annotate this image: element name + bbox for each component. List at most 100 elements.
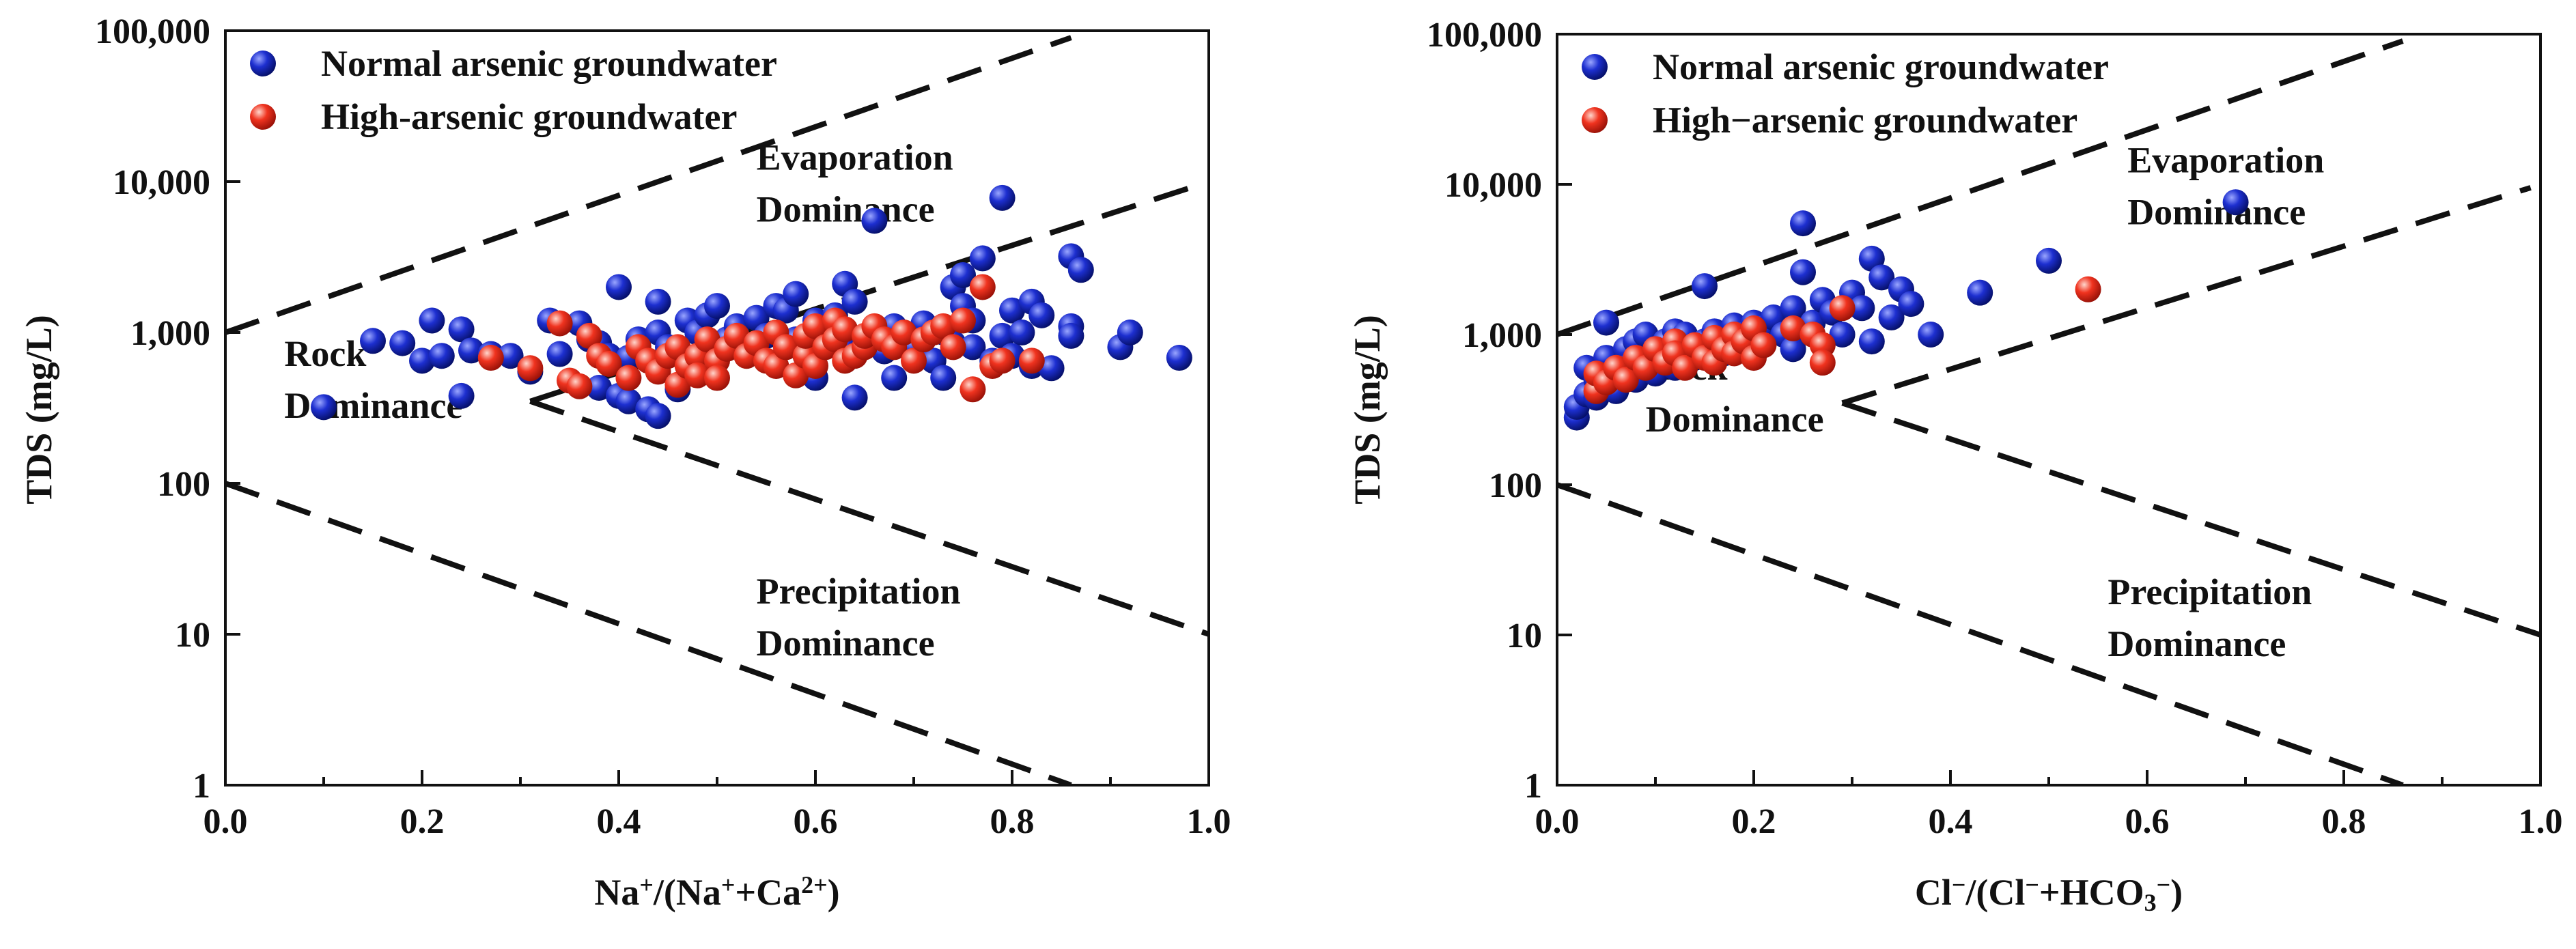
data-point: [841, 288, 868, 315]
data-point: [969, 245, 996, 272]
legend: Normal arsenic groundwater High-arsenic g…: [250, 43, 777, 137]
boundary-line-3: [1557, 482, 2404, 785]
data-point: [960, 334, 986, 360]
y-tick-label: 100,000: [1427, 16, 1542, 55]
boundary-line-2: [529, 398, 1209, 637]
data-point: [989, 348, 1016, 374]
y-tick-label: 1: [1524, 767, 1542, 806]
y-tick-label: 10,000: [1444, 166, 1542, 205]
x-tick-label: 0.2: [400, 802, 445, 841]
legend-marker: [250, 104, 276, 130]
data-point: [389, 330, 416, 356]
data-point: [2075, 276, 2101, 302]
data-point: [1780, 295, 1806, 322]
data-point: [950, 307, 976, 334]
data-point: [448, 316, 475, 343]
legend-label: High−arsenic groundwater: [1653, 100, 2077, 141]
data-point: [1067, 257, 1094, 283]
data-point: [704, 293, 730, 320]
y-axis-label: TDS (mg/L): [18, 315, 59, 505]
region-label-2: Precipitation Dominance: [757, 571, 961, 664]
data-point: [1028, 302, 1055, 328]
legend-label: High-arsenic groundwater: [321, 96, 737, 137]
legend: Normal arsenic groundwater High−arsenic g…: [1582, 46, 2109, 141]
data-point: [802, 313, 828, 339]
x-tick-label: 0.4: [597, 802, 641, 841]
data-point: [901, 348, 927, 374]
legend-marker: [250, 51, 276, 76]
right-chart: EvaporationDominanceRockDominancePrecipi…: [1347, 16, 2563, 916]
data-point: [960, 376, 986, 403]
data-point: [360, 328, 386, 354]
x-axis-label: Cl−/(Cl−+HCO3−): [1915, 871, 2183, 916]
x-tick-label: 0.6: [794, 802, 838, 841]
data-point: [930, 365, 957, 391]
data-point: [1166, 345, 1192, 371]
data-point: [566, 373, 593, 399]
data-point: [2036, 247, 2062, 274]
data-point: [1829, 295, 1856, 322]
data-point: [1868, 264, 1895, 291]
y-tick-label: 100,000: [95, 12, 210, 51]
x-axis-label: Na+/(Na++Ca2+): [594, 871, 839, 913]
data-point: [1849, 295, 1875, 322]
data-point: [1117, 320, 1143, 345]
data-point: [1038, 355, 1065, 382]
data-point: [783, 281, 809, 307]
legend-label: Normal arsenic groundwater: [321, 43, 777, 84]
x-tick-label: 0.2: [1732, 802, 1776, 841]
data-point: [1967, 279, 1993, 306]
data-point: [645, 288, 671, 315]
data-point: [1009, 320, 1035, 345]
region-label-0: Evaporation Dominance: [2127, 140, 2324, 233]
data-point: [891, 320, 917, 345]
data-point: [615, 365, 642, 391]
data-point: [2222, 189, 2249, 216]
x-tick-label: 0.8: [2322, 802, 2366, 841]
region-label-0: Evaporation Dominance: [757, 137, 953, 230]
data-point: [1790, 210, 1816, 237]
series-1-points: [1583, 276, 2101, 404]
data-point: [1780, 336, 1806, 363]
x-tick-label: 0.6: [2125, 802, 2170, 841]
data-point: [940, 334, 966, 360]
data-point: [477, 345, 504, 371]
x-tick-label: 1.0: [1187, 802, 1231, 841]
boundary-lines: [1557, 38, 2540, 785]
boundary-line-1: [1841, 185, 2532, 406]
data-point: [861, 208, 888, 234]
data-point: [1750, 332, 1777, 358]
y-axis-label: TDS (mg/L): [1347, 315, 1388, 505]
data-point: [989, 322, 1016, 349]
x-tick-label: 0.8: [990, 802, 1035, 841]
legend-marker: [1582, 107, 1608, 133]
data-point: [615, 388, 642, 414]
data-point: [596, 350, 622, 377]
y-tick-label: 1: [193, 767, 210, 806]
data-point: [930, 313, 957, 339]
data-point: [448, 382, 475, 409]
legend-marker: [1582, 54, 1608, 80]
x-tick-label: 1.0: [2519, 802, 2563, 841]
data-point: [1593, 309, 1619, 336]
series-0-points: [311, 184, 1192, 429]
data-point: [606, 274, 632, 300]
series-1-points: [477, 274, 1045, 403]
data-point: [1829, 322, 1856, 348]
data-point: [497, 343, 524, 369]
data-point: [783, 362, 809, 388]
data-point: [1672, 354, 1698, 381]
data-point: [311, 394, 337, 421]
data-point: [1898, 291, 1924, 317]
data-point: [1018, 348, 1045, 374]
boundary-line-3: [225, 481, 1072, 785]
y-tick-label: 10: [175, 616, 210, 655]
y-tick-label: 10: [1507, 617, 1542, 655]
data-point: [684, 362, 711, 388]
data-point: [576, 322, 602, 349]
x-tick-label: 0.4: [1929, 802, 1973, 841]
data-point: [1692, 273, 1718, 300]
data-point: [1809, 350, 1836, 376]
